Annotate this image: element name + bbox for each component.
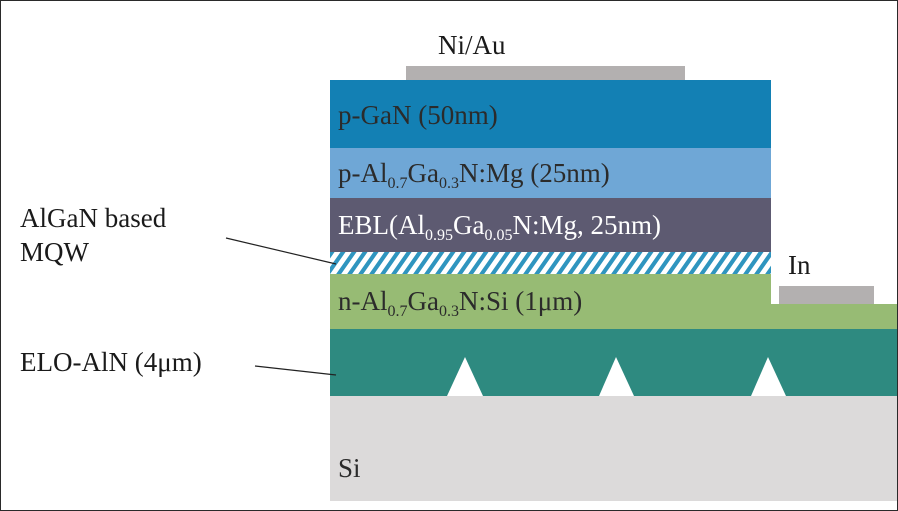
p-algan-sub2: 0.3 [438,175,459,192]
p-algan-part1: p-Al [338,158,388,188]
mqw-callout: AlGaN based MQW [20,202,166,270]
mqw-callout-line2: MQW [20,236,89,267]
ebl-sub1: 0.95 [425,227,453,244]
elo-callout: ELO-AlN (4μm) [20,347,202,377]
elo-void-1 [447,357,483,396]
ebl-label: EBL(Al0.95Ga0.05N:Mg, 25nm) [338,210,661,244]
p-algan-label: p-Al0.7Ga0.3N:Mg (25nm) [338,158,610,192]
ebl-part1: EBL(Al [338,210,425,240]
n-algan-label: n-Al0.7Ga0.3N:Si (1μm) [338,286,583,320]
elo-void-3 [751,357,786,396]
p-algan-sub1: 0.7 [387,175,408,192]
n-algan-layer [330,274,897,329]
si-substrate [330,396,897,501]
ni-au-label: Ni/Au [438,30,506,60]
si-label: Si [338,453,361,483]
ebl-part3: N:Mg, 25nm) [512,210,661,240]
ebl-layer [330,198,771,252]
in-contact [779,286,874,304]
ebl-part2: Ga [453,210,485,240]
p-gan-layer [330,80,771,148]
p-gan-label: p-GaN (50nm) [338,100,498,130]
ebl-sub2: 0.05 [484,227,513,244]
n-algan-part3: N:Si (1μm) [458,286,583,316]
ni-au-contact [406,66,685,80]
mqw-callout-line1: AlGaN based [20,203,167,233]
in-label: In [788,250,811,280]
n-algan-sub1: 0.7 [387,303,408,320]
mqw-leader-line [225,237,337,265]
p-algan-part2: Ga [407,158,439,188]
mqw-region [330,252,771,274]
p-algan-part3: N:Mg (25nm) [458,158,610,188]
n-algan-part1: n-Al [338,286,388,316]
elo-void-2 [599,357,634,396]
p-algan-layer [330,148,771,198]
elo-leader-line [254,365,337,376]
n-algan-part2: Ga [407,286,439,316]
n-algan-sub2: 0.3 [438,303,459,320]
